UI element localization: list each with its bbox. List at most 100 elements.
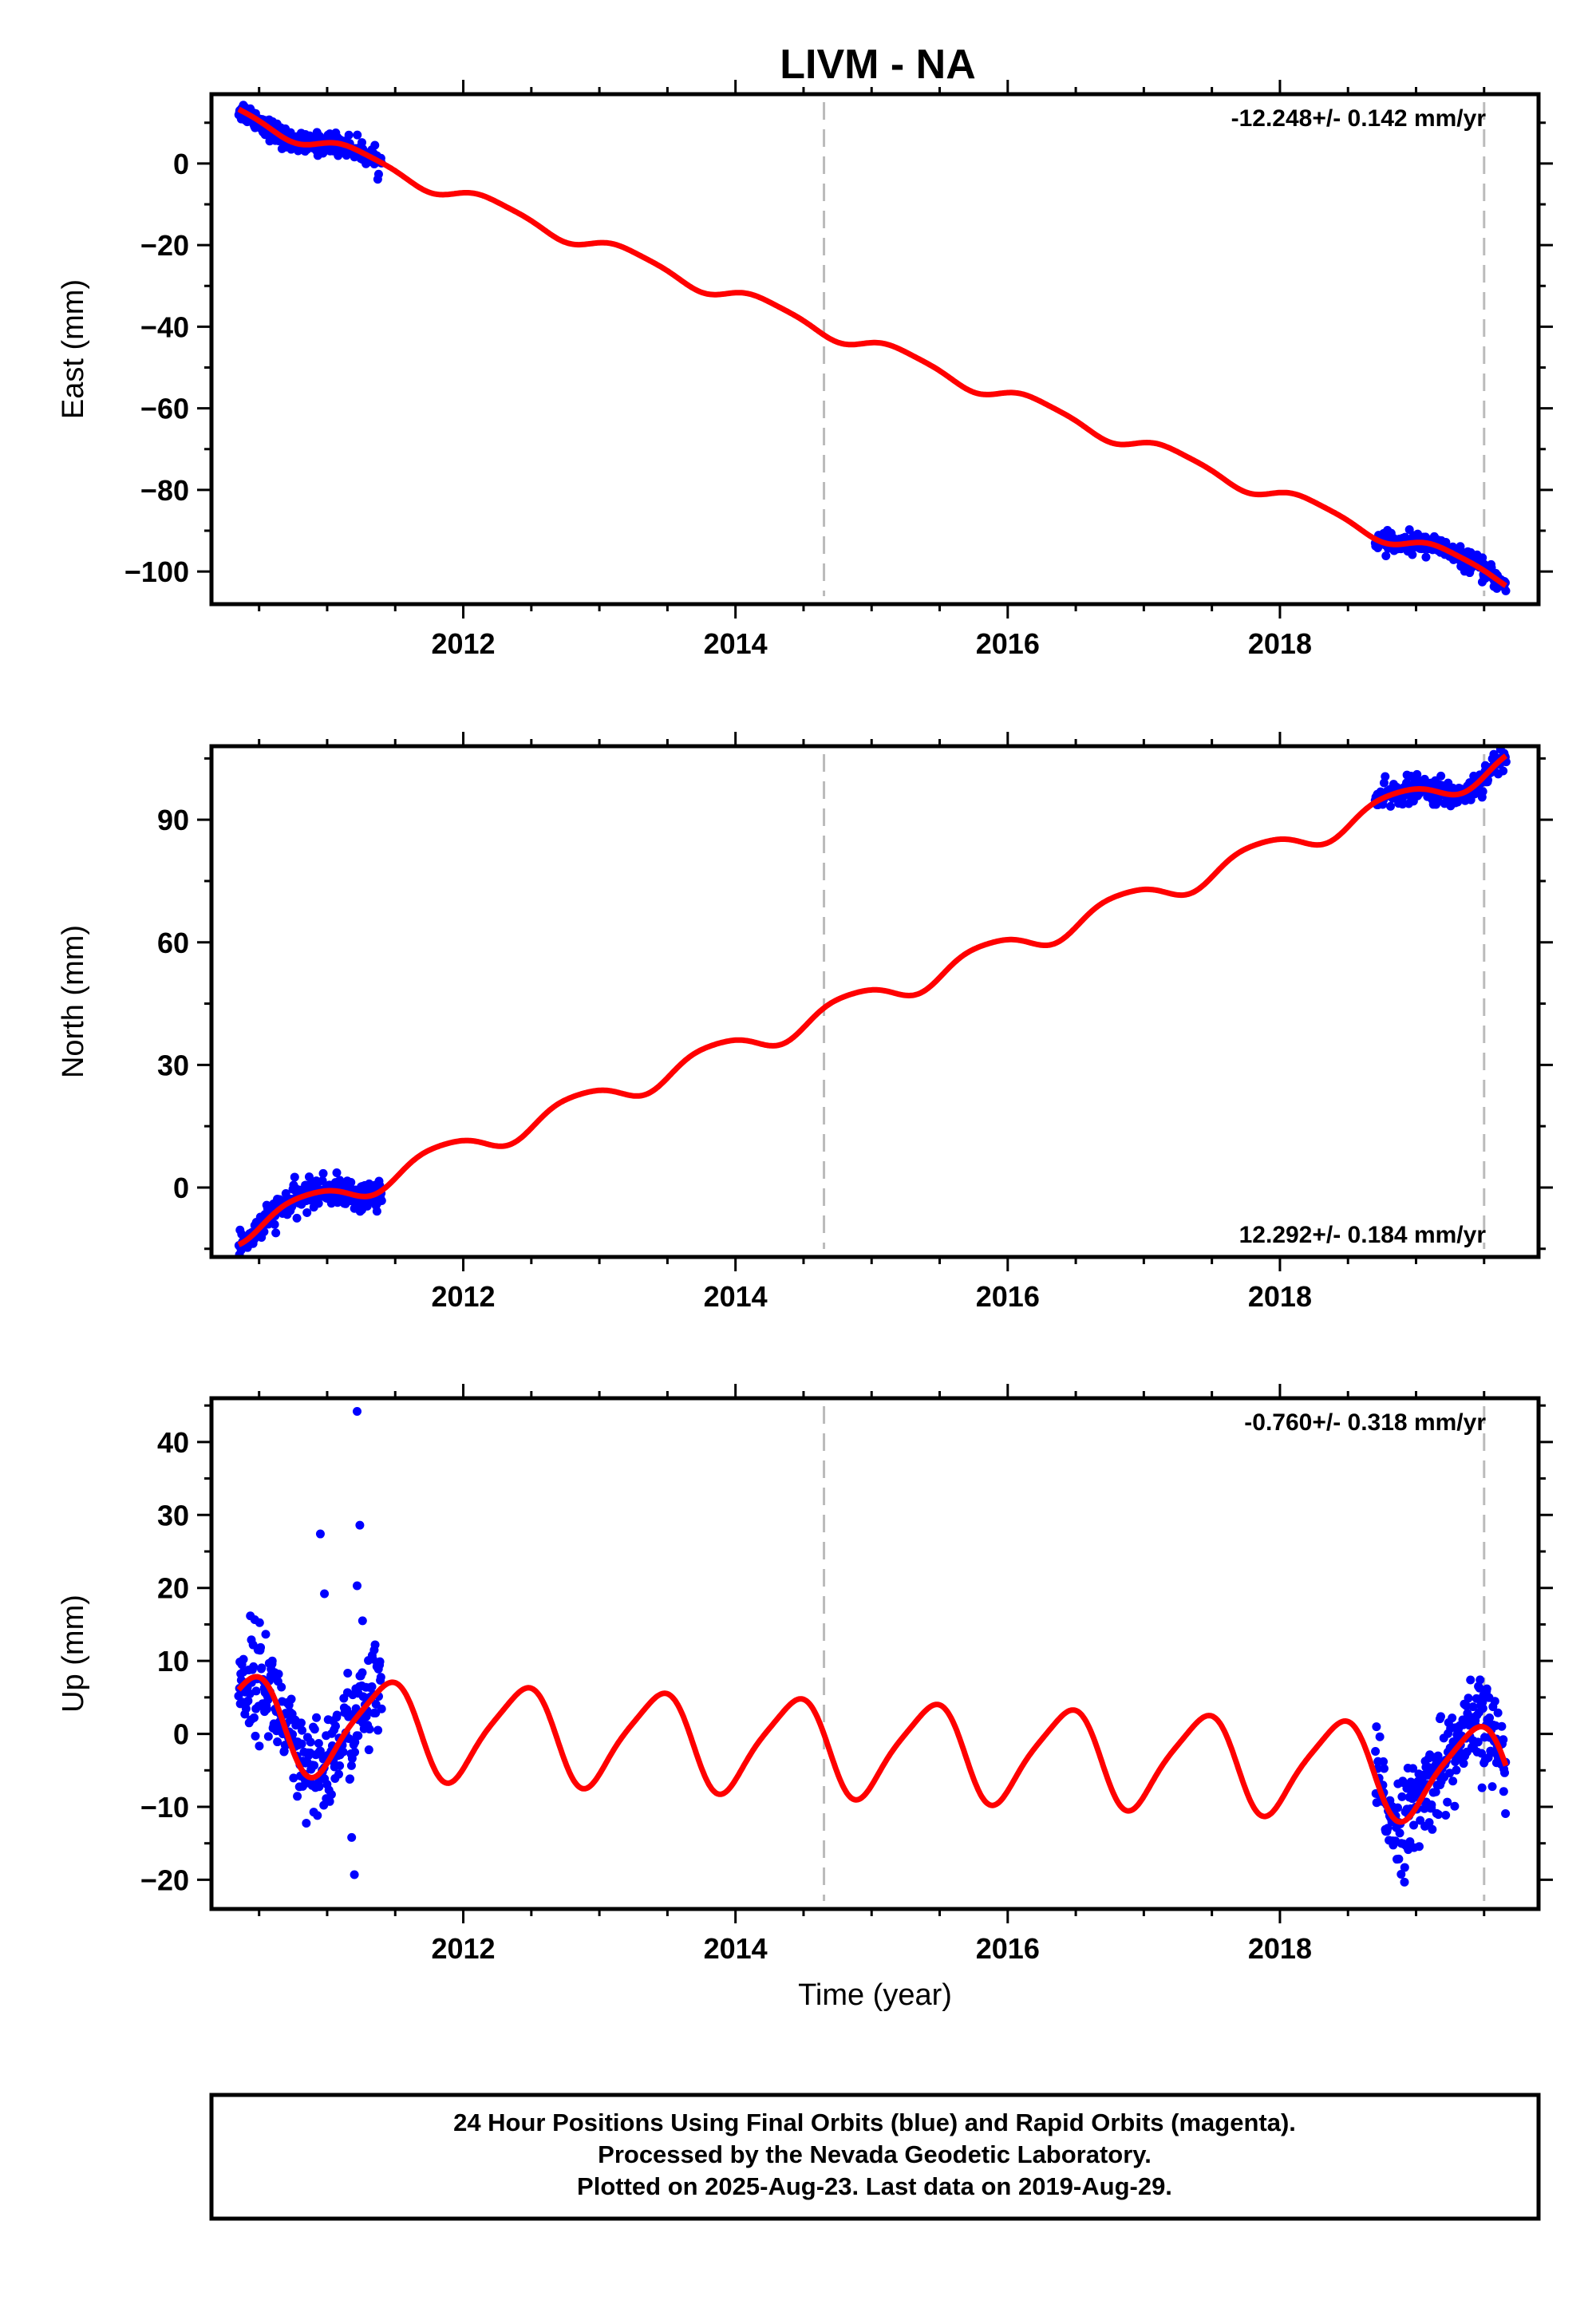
footer-line-1: 24 Hour Positions Using Final Orbits (bl… <box>453 2109 1296 2136</box>
y-tick-label: 30 <box>157 1499 189 1531</box>
outlier-point <box>347 1832 357 1842</box>
data-point <box>1408 1764 1418 1773</box>
data-point <box>372 1207 381 1216</box>
data-point <box>257 1663 267 1673</box>
data-point <box>243 1696 253 1705</box>
data-point <box>251 1731 260 1741</box>
y-tick-label: −60 <box>140 393 189 425</box>
data-point <box>370 1640 380 1650</box>
data-point <box>1428 1824 1437 1834</box>
data-point <box>1408 1794 1417 1804</box>
data-point <box>1400 1863 1409 1872</box>
data-point <box>293 1792 302 1801</box>
data-point <box>350 1747 360 1757</box>
data-point <box>1476 1675 1485 1685</box>
data-point <box>1414 1842 1424 1852</box>
y-tick-label: −20 <box>140 229 189 262</box>
data-point <box>354 1731 363 1741</box>
data-point <box>1487 1782 1497 1792</box>
data-point <box>367 1682 377 1692</box>
data-point <box>312 1713 322 1722</box>
outlier-point <box>315 1529 325 1539</box>
north-rate-label: 12.292+/- 0.184 mm/yr <box>1239 1222 1487 1248</box>
data-point <box>1433 1751 1443 1761</box>
data-point <box>314 1739 323 1749</box>
x-tick-label: 2018 <box>1248 627 1312 660</box>
x-tick-label: 2012 <box>431 1932 495 1965</box>
data-point <box>1433 795 1443 804</box>
y-tick-label: 0 <box>173 148 189 180</box>
y-tick-label: 0 <box>173 1172 189 1204</box>
east-panel: 2012 2014 2016 2018 0 −20 −40 −60 −80 −100 East (m… <box>57 80 1553 660</box>
data-point <box>1477 1783 1487 1792</box>
data-point <box>249 1713 259 1722</box>
y-tick-label: 0 <box>173 1718 189 1751</box>
data-point <box>1475 1683 1484 1693</box>
data-point <box>1434 1810 1444 1820</box>
north-frame <box>209 744 1541 1259</box>
y-tick-label: 60 <box>157 927 189 959</box>
data-point <box>365 1725 374 1734</box>
data-point <box>263 1732 273 1741</box>
data-point <box>1379 1757 1389 1766</box>
up-plot-area <box>234 1406 1511 1887</box>
up-panel: 2012 2014 2016 2018 −20 −10 0 10 20 30 40 Up (mm) -0… <box>57 1384 1553 2012</box>
x-tick-label: 2016 <box>976 1932 1040 1965</box>
data-point <box>1499 766 1508 776</box>
data-point <box>297 1739 306 1749</box>
data-point <box>310 1725 319 1734</box>
data-point <box>1427 1800 1436 1810</box>
data-point <box>313 1811 322 1820</box>
data-point <box>1477 1749 1487 1758</box>
data-point <box>302 1207 312 1217</box>
data-point <box>1501 1808 1511 1818</box>
y-tick-label: 20 <box>157 1572 189 1605</box>
data-point <box>1409 1820 1419 1830</box>
data-point <box>1394 1854 1404 1863</box>
data-point <box>1400 1877 1409 1887</box>
data-point <box>1450 1801 1460 1811</box>
data-point <box>273 1737 282 1747</box>
data-point <box>335 1761 345 1771</box>
y-tick-label: −100 <box>124 555 189 588</box>
data-point <box>267 1656 277 1666</box>
footer-line-3: Plotted on 2025-Aug-23. Last data on 201… <box>577 2172 1172 2200</box>
up-rate-label: -0.760+/- 0.318 mm/yr <box>1244 1409 1486 1436</box>
data-point <box>286 1694 296 1704</box>
x-tick-label: 2018 <box>1248 1932 1312 1965</box>
data-point <box>373 169 383 179</box>
data-point <box>326 1790 336 1800</box>
data-point <box>274 1670 283 1679</box>
data-point <box>373 1725 383 1735</box>
x-tick-label: 2014 <box>704 1280 768 1313</box>
data-point <box>1375 1732 1385 1741</box>
data-point <box>239 1654 248 1664</box>
data-point <box>353 130 362 140</box>
data-point <box>302 1819 311 1828</box>
up-data-segment-1 <box>234 1611 386 1828</box>
data-point <box>1452 1765 1461 1775</box>
data-point <box>1482 1684 1491 1694</box>
data-point <box>364 1745 373 1755</box>
y-tick-label: −20 <box>140 1863 189 1896</box>
data-point <box>1468 1702 1478 1712</box>
east-rate-label: -12.248+/- 0.142 mm/yr <box>1231 105 1487 132</box>
x-tick-label: 2012 <box>431 1280 495 1313</box>
data-point <box>350 1737 360 1747</box>
data-point <box>1499 1768 1509 1777</box>
data-point <box>1499 1787 1508 1796</box>
data-point <box>255 1618 264 1627</box>
data-point <box>241 1704 251 1713</box>
data-point <box>261 1630 271 1639</box>
data-point <box>1424 1818 1434 1828</box>
data-point <box>1408 550 1417 559</box>
data-point <box>346 1761 356 1770</box>
data-point <box>1441 1810 1451 1820</box>
data-point <box>1478 553 1487 563</box>
data-point <box>357 138 366 148</box>
up-model-curve <box>236 1674 1509 1825</box>
y-tick-label: −40 <box>140 310 189 343</box>
chart-title: LIVM - NA <box>780 41 976 88</box>
y-tick-label: −10 <box>140 1791 189 1824</box>
data-point <box>377 1704 386 1713</box>
